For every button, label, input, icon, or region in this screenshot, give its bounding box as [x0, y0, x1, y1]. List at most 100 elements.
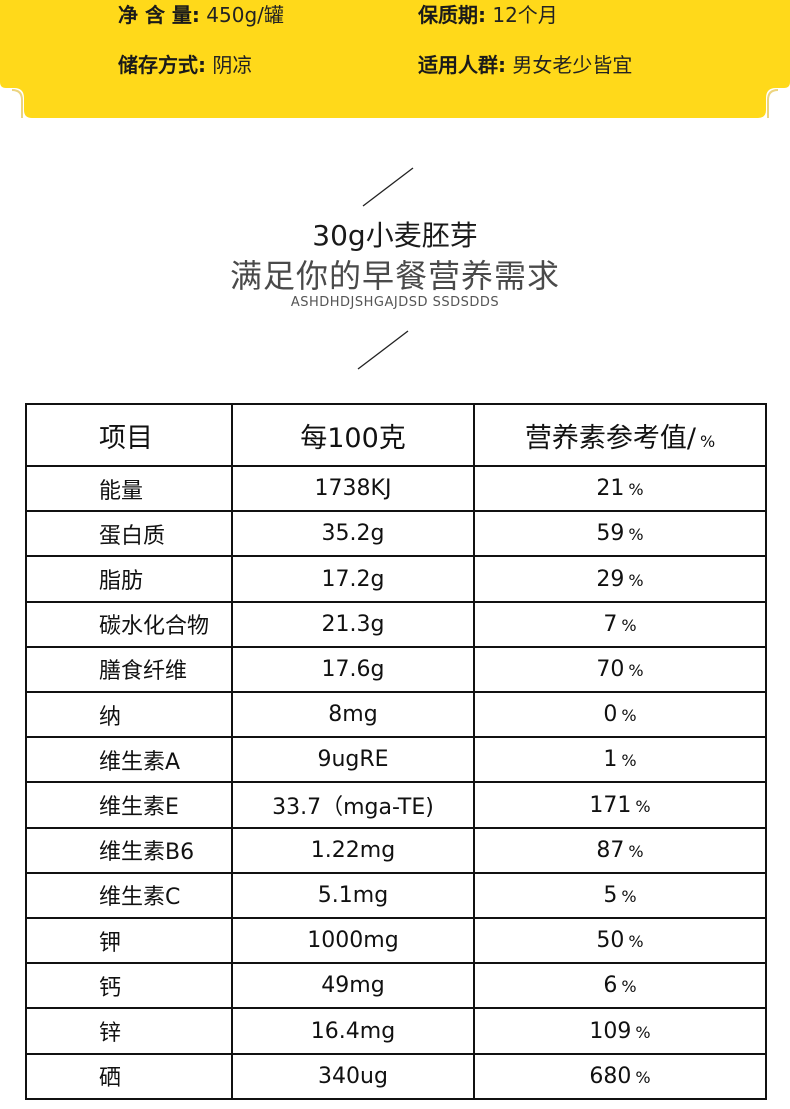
- nrv-pct-sign: %: [628, 570, 644, 590]
- audience: 适用人群: 男女老少皆宜: [418, 50, 632, 80]
- nrv-pct-sign: %: [635, 1022, 651, 1042]
- table-row: 维生素E 33.7（mga-TE) 171%: [25, 781, 767, 829]
- nutrient-name: 能量: [25, 464, 233, 513]
- nrv-value: 87: [596, 837, 625, 863]
- nutrient-nrv: 29%: [473, 555, 767, 603]
- nutrient-amount: 49mg: [231, 962, 475, 1010]
- nutrient-name: 纳: [25, 691, 233, 739]
- headline-subtitle: 满足你的早餐营养需求: [229, 257, 560, 295]
- nutrient-name: 钙: [25, 962, 233, 1010]
- nrv-value: 6: [603, 973, 618, 999]
- audience-label: 适用人群:: [418, 53, 506, 77]
- headline-english: ASHDHDJSHGAJDSD SSDSDDS: [290, 295, 500, 310]
- nutrient-name: 膳食纤维: [25, 645, 233, 694]
- nrv-pct-sign: %: [628, 841, 644, 861]
- table-row: 膳食纤维 17.6g 70%: [25, 645, 767, 694]
- nutrient-name: 维生素A: [25, 736, 233, 784]
- nutrient-nrv: 87%: [473, 826, 767, 874]
- nrv-value: 7: [603, 611, 618, 637]
- nrv-pct-sign: %: [628, 480, 644, 500]
- nutrient-amount: 1.22mg: [231, 826, 475, 874]
- nutrient-nrv: 59%: [473, 510, 767, 558]
- nutrition-table: 项目 每100克 营养素参考值/% 能量 1738KJ 21% 蛋白质 35.2g 59%…: [25, 403, 767, 1101]
- nutrient-name: 蛋白质: [25, 510, 233, 558]
- nrv-pct-sign: %: [621, 977, 637, 997]
- nrv-value: 171: [589, 792, 632, 818]
- storage: 储存方式: 阴凉: [118, 50, 252, 80]
- nutrient-amount: 1738KJ: [231, 464, 475, 513]
- table-row: 维生素A 9ugRE 1%: [25, 736, 767, 784]
- net-weight: 净 含 量: 450g/罐: [118, 0, 284, 30]
- nutrient-nrv: 50%: [473, 917, 767, 965]
- table-row: 纳 8mg 0%: [25, 691, 767, 739]
- nutrient-name: 脂肪: [25, 555, 233, 603]
- nutrient-name: 维生素E: [25, 781, 233, 829]
- nutrient-name: 硒: [25, 1052, 233, 1101]
- nrv-pct-sign: %: [621, 706, 637, 726]
- nutrient-amount: 1000mg: [231, 917, 475, 965]
- nrv-pct-sign: %: [621, 751, 637, 771]
- nutrient-amount: 5.1mg: [231, 871, 475, 920]
- nutrient-amount: 9ugRE: [231, 736, 475, 784]
- nutrient-nrv: 5%: [473, 871, 767, 920]
- nrv-value: 109: [589, 1018, 632, 1044]
- nutrient-nrv: 680%: [473, 1052, 767, 1101]
- nrv-value: 5: [603, 882, 618, 908]
- top-slash-divider: [362, 167, 414, 207]
- nrv-value: 70: [596, 656, 625, 682]
- nutrient-amount: 17.2g: [231, 555, 475, 603]
- table-header-row: 项目 每100克 营养素参考值/%: [25, 403, 767, 467]
- bottom-slash-divider: [357, 330, 409, 370]
- nutrient-amount: 17.6g: [231, 645, 475, 694]
- nutrient-amount: 21.3g: [231, 600, 475, 648]
- table-row: 碳水化合物 21.3g 7%: [25, 600, 767, 648]
- nutrient-amount: 16.4mg: [231, 1007, 475, 1055]
- nutrient-name: 钾: [25, 917, 233, 965]
- table-body: 能量 1738KJ 21% 蛋白质 35.2g 59% 脂肪 17.2g 29% 碳水化合物 21.…: [25, 464, 767, 1101]
- nutrient-nrv: 6%: [473, 962, 767, 1010]
- nutrient-nrv: 70%: [473, 645, 767, 694]
- table-row: 钾 1000mg 50%: [25, 917, 767, 965]
- nutrient-nrv: 171%: [473, 781, 767, 829]
- nrv-value: 50: [596, 928, 625, 954]
- header-nrv: 营养素参考值/%: [473, 403, 767, 467]
- nrv-pct-sign: %: [635, 1067, 651, 1087]
- table-row: 蛋白质 35.2g 59%: [25, 510, 767, 558]
- table-row: 维生素B6 1.22mg 87%: [25, 826, 767, 874]
- nutrient-amount: 33.7（mga-TE): [231, 781, 475, 829]
- net-weight-label: 净 含 量:: [118, 3, 200, 27]
- storage-value: 阴凉: [212, 53, 253, 77]
- nrv-pct-sign: %: [628, 932, 644, 952]
- table-row: 锌 16.4mg 109%: [25, 1007, 767, 1055]
- audience-value: 男女老少皆宜: [512, 53, 633, 77]
- nrv-value: 21: [596, 476, 625, 502]
- nrv-value: 29: [596, 566, 625, 592]
- nrv-value: 59: [596, 521, 625, 547]
- nutrient-nrv: 7%: [473, 600, 767, 648]
- nrv-value: 1: [603, 747, 618, 773]
- storage-label: 储存方式:: [118, 53, 206, 77]
- nrv-value: 680: [589, 1063, 632, 1089]
- header-nrv-label: 营养素参考值/: [524, 422, 696, 454]
- headline-title: 30g小麦胚芽: [312, 219, 478, 252]
- header-pct-sign: %: [699, 431, 716, 451]
- nutrient-amount: 8mg: [231, 691, 475, 739]
- table-row: 钙 49mg 6%: [25, 962, 767, 1010]
- nutrient-amount: 35.2g: [231, 510, 475, 558]
- nutrient-name: 锌: [25, 1007, 233, 1055]
- nrv-pct-sign: %: [635, 796, 651, 816]
- table-row: 脂肪 17.2g 29%: [25, 555, 767, 603]
- shelf-life-label: 保质期:: [418, 3, 486, 27]
- nutrient-amount: 340ug: [231, 1052, 475, 1101]
- nutrient-name: 碳水化合物: [25, 600, 233, 648]
- shelf-life-value: 12个月: [492, 3, 558, 27]
- header-per-100g: 每100克: [231, 403, 475, 467]
- nutrient-nrv: 109%: [473, 1007, 767, 1055]
- header-item: 项目: [25, 403, 233, 467]
- nutrient-nrv: 0%: [473, 691, 767, 739]
- nutrient-nrv: 1%: [473, 736, 767, 784]
- nrv-pct-sign: %: [628, 660, 644, 680]
- product-info-card: 净 含 量: 450g/罐 保质期: 12个月 储存方式: 阴凉 适用人群: 男…: [0, 0, 790, 122]
- nutrient-name: 维生素B6: [25, 826, 233, 874]
- table-row: 硒 340ug 680%: [25, 1052, 767, 1101]
